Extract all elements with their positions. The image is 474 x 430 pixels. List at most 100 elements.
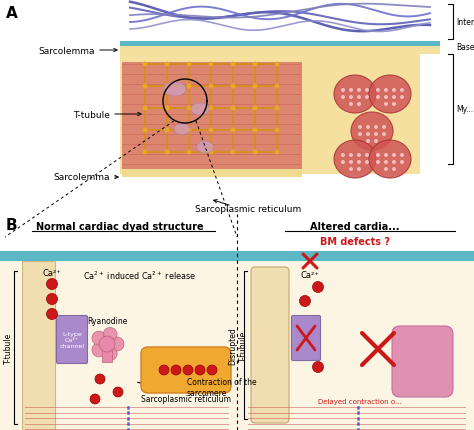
Circle shape	[143, 128, 147, 133]
Circle shape	[349, 161, 353, 165]
Circle shape	[230, 84, 236, 89]
Circle shape	[186, 150, 191, 155]
Bar	[0, 261, 474, 430]
Circle shape	[384, 161, 388, 165]
Circle shape	[46, 309, 57, 320]
Text: Ca$^{2+}$ induced Ca$^{2+}$ release: Ca$^{2+}$ induced Ca$^{2+}$ release	[83, 269, 197, 282]
Circle shape	[357, 154, 361, 158]
Circle shape	[274, 106, 280, 111]
Text: T-tubule: T-tubule	[3, 332, 12, 363]
Circle shape	[209, 128, 213, 133]
Text: Intersti...: Intersti...	[456, 18, 474, 26]
Circle shape	[357, 89, 361, 93]
Circle shape	[230, 128, 236, 133]
Circle shape	[230, 150, 236, 155]
Circle shape	[90, 394, 100, 404]
Text: Basem...: Basem...	[456, 43, 474, 51]
Text: B: B	[6, 218, 18, 233]
Circle shape	[95, 374, 105, 384]
Text: Ca²⁺: Ca²⁺	[43, 269, 61, 278]
FancyBboxPatch shape	[56, 316, 88, 364]
Circle shape	[376, 89, 380, 93]
Circle shape	[341, 154, 345, 158]
Circle shape	[159, 365, 169, 375]
Ellipse shape	[191, 104, 209, 116]
Circle shape	[143, 84, 147, 89]
Circle shape	[164, 106, 170, 111]
Circle shape	[376, 96, 380, 100]
Ellipse shape	[369, 76, 411, 114]
Circle shape	[358, 126, 362, 130]
Circle shape	[164, 84, 170, 89]
Circle shape	[374, 133, 378, 137]
Circle shape	[312, 282, 323, 293]
Bar	[120, 55, 420, 175]
Circle shape	[230, 62, 236, 68]
Circle shape	[366, 126, 370, 130]
Circle shape	[103, 347, 117, 361]
Circle shape	[400, 154, 404, 158]
Circle shape	[349, 154, 353, 158]
Circle shape	[400, 89, 404, 93]
Circle shape	[110, 337, 124, 351]
Text: BM defects ?: BM defects ?	[320, 237, 390, 246]
Circle shape	[274, 150, 280, 155]
Circle shape	[392, 96, 396, 100]
Text: Contraction of the
sarcomere: Contraction of the sarcomere	[187, 378, 256, 397]
Circle shape	[274, 128, 280, 133]
Circle shape	[300, 296, 310, 307]
Circle shape	[357, 96, 361, 100]
Circle shape	[99, 336, 115, 352]
Circle shape	[357, 103, 361, 107]
Text: Ryanodine: Ryanodine	[87, 316, 127, 325]
FancyBboxPatch shape	[292, 316, 320, 361]
Circle shape	[365, 161, 369, 165]
Text: Ca²⁺: Ca²⁺	[301, 271, 319, 280]
Circle shape	[92, 343, 106, 357]
Circle shape	[392, 103, 396, 107]
Circle shape	[164, 150, 170, 155]
Ellipse shape	[351, 113, 393, 150]
Bar	[122, 63, 302, 175]
Ellipse shape	[369, 141, 411, 178]
Ellipse shape	[197, 141, 213, 154]
Circle shape	[186, 106, 191, 111]
Circle shape	[382, 133, 386, 137]
Circle shape	[209, 150, 213, 155]
Circle shape	[164, 62, 170, 68]
Circle shape	[384, 89, 388, 93]
FancyBboxPatch shape	[141, 347, 231, 393]
Circle shape	[164, 128, 170, 133]
Circle shape	[92, 332, 106, 345]
Text: Sarcolemma: Sarcolemma	[38, 46, 95, 55]
Ellipse shape	[334, 76, 376, 114]
Circle shape	[207, 365, 217, 375]
Circle shape	[357, 161, 361, 165]
Circle shape	[349, 89, 353, 93]
Circle shape	[183, 365, 193, 375]
Circle shape	[230, 106, 236, 111]
Circle shape	[358, 133, 362, 137]
Circle shape	[186, 62, 191, 68]
Circle shape	[253, 150, 257, 155]
Circle shape	[143, 150, 147, 155]
Circle shape	[312, 362, 323, 373]
Circle shape	[209, 84, 213, 89]
Circle shape	[143, 62, 147, 68]
Circle shape	[400, 96, 404, 100]
Circle shape	[384, 103, 388, 107]
Bar	[102, 350, 112, 362]
Circle shape	[374, 126, 378, 130]
Circle shape	[209, 62, 213, 68]
Circle shape	[341, 161, 345, 165]
Circle shape	[365, 154, 369, 158]
Text: Delayed contraction o...: Delayed contraction o...	[318, 398, 402, 404]
Bar	[22, 261, 55, 430]
Text: Altered cardia...: Altered cardia...	[310, 221, 400, 231]
Circle shape	[357, 168, 361, 172]
Circle shape	[349, 96, 353, 100]
Circle shape	[374, 140, 378, 144]
Bar	[0, 252, 474, 261]
Text: T-tubule: T-tubule	[73, 110, 110, 119]
Circle shape	[376, 154, 380, 158]
